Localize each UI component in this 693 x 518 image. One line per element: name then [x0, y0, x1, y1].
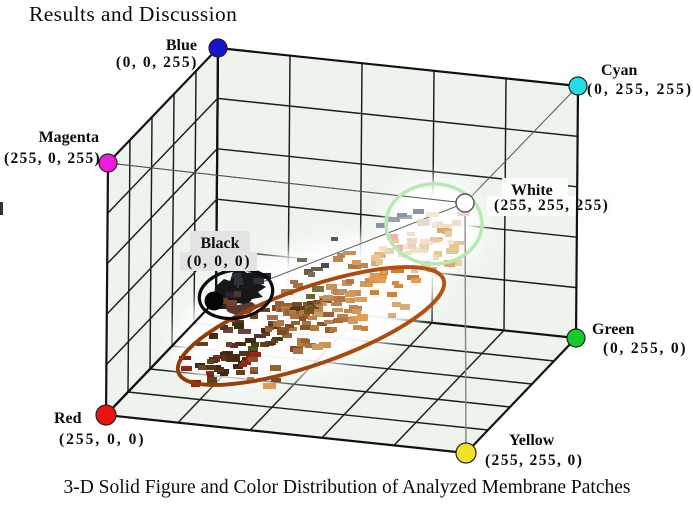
- svg-text:(255, 0, 0): (255, 0, 0): [59, 431, 146, 448]
- svg-text:3-D Solid Figure and Color Dis: 3-D Solid Figure and Color Distribution …: [63, 477, 630, 498]
- svg-text:White: White: [511, 182, 553, 199]
- svg-text:Red: Red: [54, 410, 82, 427]
- svg-text:(0, 255, 255): (0, 255, 255): [587, 81, 693, 98]
- svg-text:(0, 255, 0): (0, 255, 0): [603, 340, 687, 357]
- svg-text:(0, 0, 0): (0, 0, 0): [187, 253, 251, 270]
- svg-text:Results and Discussion: Results and Discussion: [29, 2, 237, 26]
- svg-text:Green: Green: [592, 321, 634, 338]
- svg-text:(255, 255, 255): (255, 255, 255): [494, 197, 609, 214]
- svg-text:(255, 0, 255): (255, 0, 255): [4, 150, 101, 167]
- svg-text:Magenta: Magenta: [39, 129, 99, 146]
- svg-text:Yellow: Yellow: [509, 432, 555, 449]
- svg-text:Cyan: Cyan: [601, 62, 638, 79]
- svg-text:Blue: Blue: [166, 37, 197, 54]
- svg-text:(255, 255, 0): (255, 255, 0): [485, 452, 583, 469]
- svg-text:(0, 0, 255): (0, 0, 255): [116, 54, 198, 71]
- svg-text:Black: Black: [200, 235, 239, 252]
